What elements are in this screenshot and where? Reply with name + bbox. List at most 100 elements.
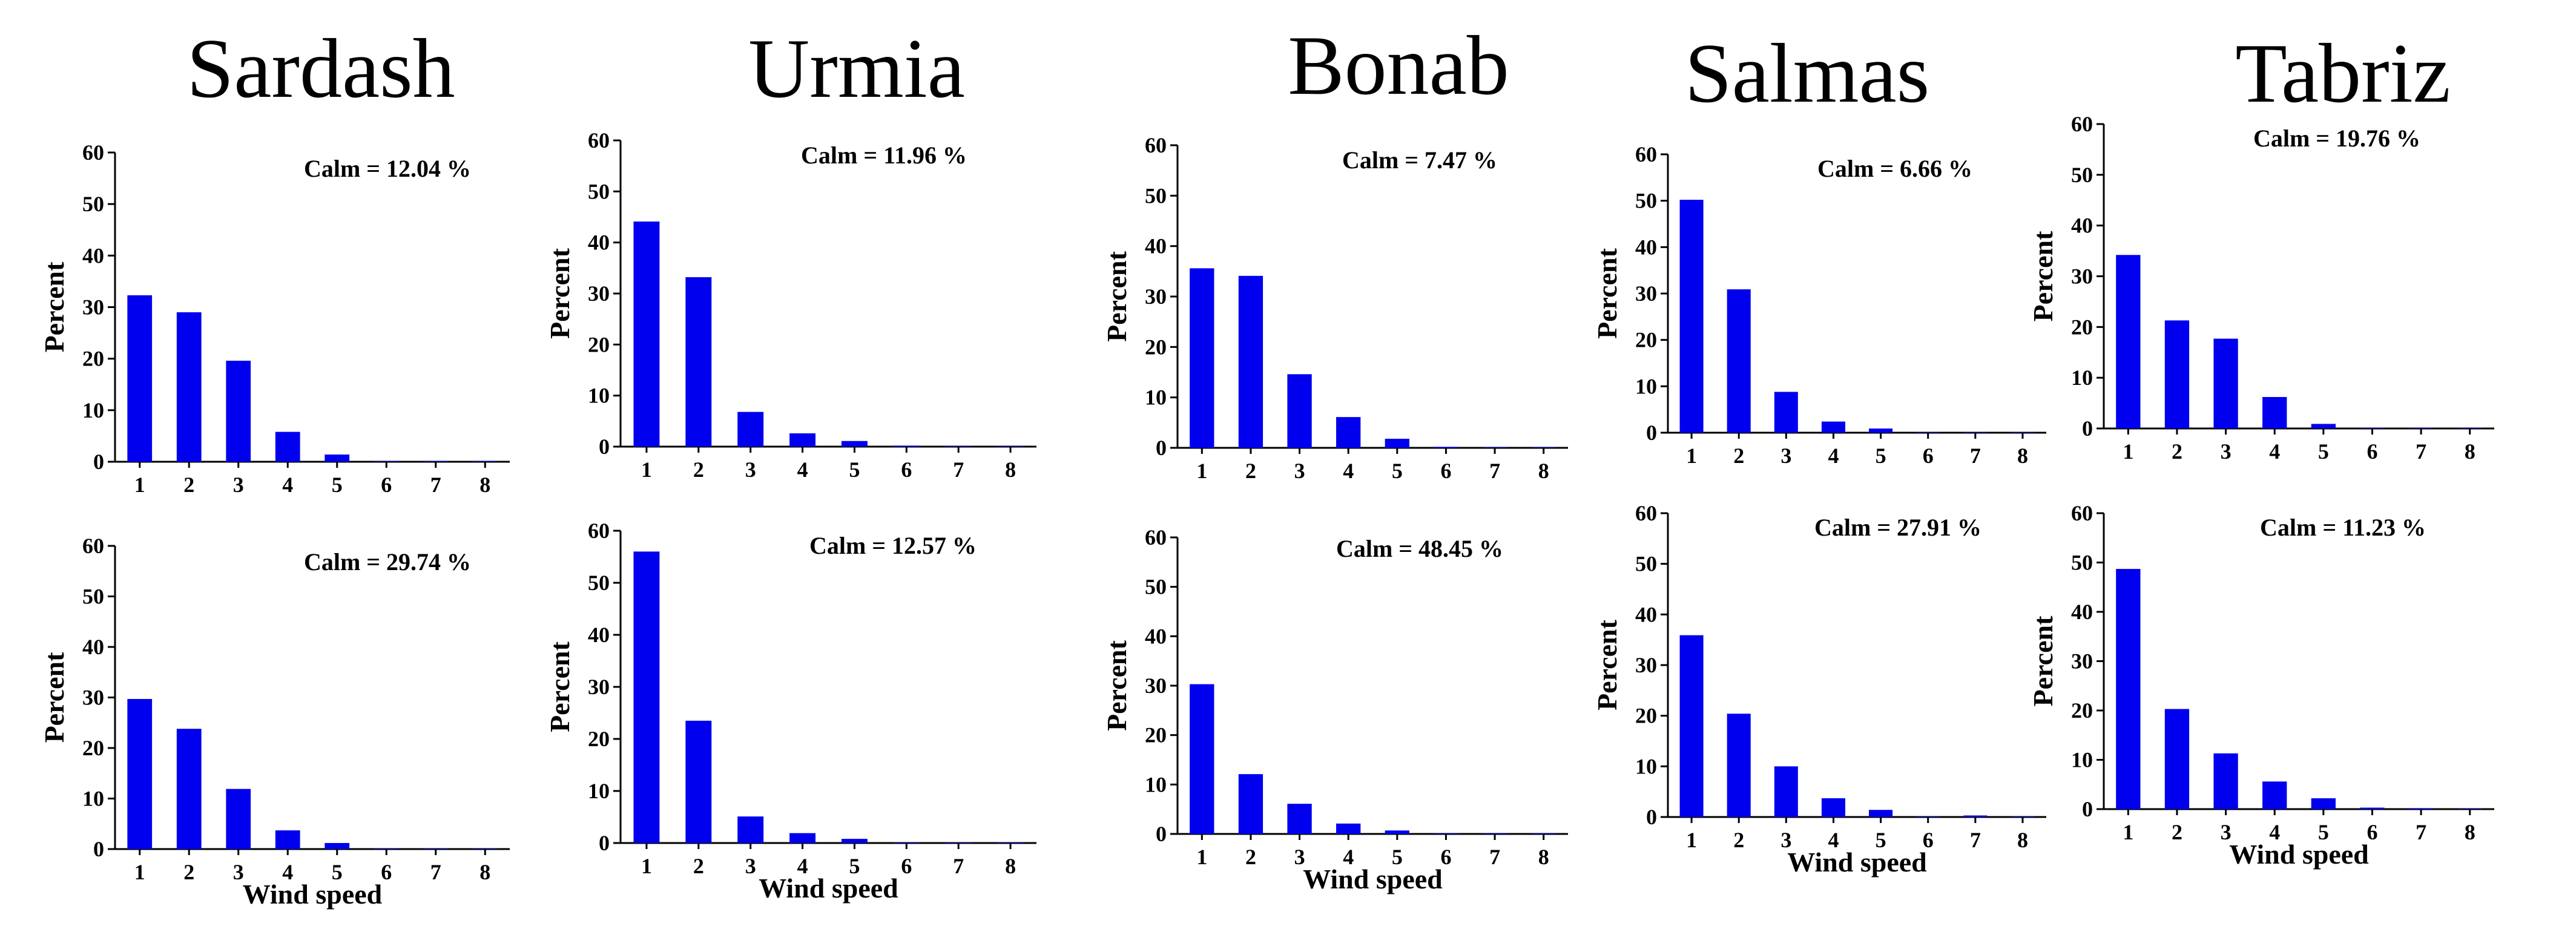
y-tick-label: 10 — [2071, 366, 2093, 390]
calm-annotation: Calm = 11.23 % — [2260, 514, 2426, 541]
bar-6 — [893, 842, 920, 843]
x-tick-label-1: 1 — [134, 860, 145, 884]
station-title-urmia: Urmia — [748, 22, 965, 116]
bar-7 — [423, 461, 449, 462]
station-titles: Sardash Urmia Bonab Salmas Tabriz — [186, 19, 2450, 120]
y-axis-label: Percent — [544, 248, 575, 339]
bar-8 — [472, 461, 498, 462]
y-tick-label: 0 — [2082, 416, 2093, 441]
x-tick-label-5: 5 — [2318, 439, 2329, 464]
calm-annotation: Calm = 48.45 % — [1336, 535, 1503, 562]
bar-2 — [1238, 774, 1263, 834]
bar-1 — [1679, 200, 1704, 433]
bar-5 — [1869, 810, 1893, 817]
x-tick-label-3: 3 — [233, 860, 244, 884]
x-tick-label-6: 6 — [1923, 828, 1934, 852]
x-tick-label-7: 7 — [1970, 828, 1981, 852]
x-tick-label-7: 7 — [1970, 444, 1981, 468]
x-axis-label: Wind speed — [1787, 847, 1927, 878]
y-axis-label: Percent — [544, 641, 575, 732]
y-tick-label: 20 — [2071, 315, 2093, 339]
calm-annotation: Calm = 27.91 % — [1814, 514, 1981, 541]
x-tick-label-3: 3 — [1780, 444, 1791, 468]
bar-1 — [1679, 635, 1704, 817]
bar-2 — [2164, 320, 2190, 428]
y-axis-label: Percent — [1592, 619, 1622, 710]
x-tick-label-7: 7 — [1489, 845, 1500, 869]
y-tick-label: 20 — [1635, 328, 1657, 352]
bar-3 — [226, 789, 251, 849]
bar-4 — [1821, 798, 1845, 817]
y-tick-label: 0 — [1646, 421, 1657, 445]
y-tick-label: 60 — [2071, 112, 2093, 136]
x-tick-label-5: 5 — [849, 458, 860, 482]
bar-4 — [789, 433, 816, 447]
chart-tabriz-top: 0 10 20 30 40 50 60 1 2 3 4 5 6 7 8 Percent Calm = 19.76… — [2028, 112, 2494, 464]
x-tick-label-5: 5 — [1392, 459, 1403, 483]
bar-3 — [1287, 804, 1312, 834]
bar-5 — [1385, 830, 1409, 834]
y-tick-label: 0 — [599, 435, 610, 459]
y-tick-label: 50 — [1635, 552, 1657, 576]
y-tick-label: 10 — [2071, 748, 2093, 772]
x-tick-label-6: 6 — [2367, 820, 2377, 844]
y-tick-label: 40 — [82, 635, 104, 659]
calm-annotation: Calm = 29.74 % — [304, 548, 471, 576]
x-tick-label-4: 4 — [797, 854, 808, 878]
bar-8 — [997, 446, 1024, 447]
chart-sardash-top: 0 10 20 30 40 50 60 1 2 3 4 5 6 7 8 Percent Calm = 12.04… — [39, 140, 510, 497]
x-tick-label-4: 4 — [1343, 459, 1354, 483]
y-axis-label: Percent — [2028, 615, 2058, 707]
bar-8 — [2011, 816, 2035, 817]
x-tick-label-8: 8 — [479, 473, 490, 497]
y-tick-label: 0 — [1156, 436, 1167, 460]
x-tick-label-4: 4 — [2269, 439, 2280, 464]
x-tick-label-8: 8 — [1538, 459, 1549, 483]
y-tick-label: 50 — [2071, 163, 2093, 187]
y-tick-label: 0 — [1646, 805, 1657, 829]
bar-4 — [2262, 781, 2287, 809]
y-axis-label: Percent — [1101, 251, 1132, 342]
bar-6 — [374, 461, 399, 462]
x-tick-label-2: 2 — [183, 473, 194, 497]
y-tick-label: 0 — [1156, 822, 1167, 846]
bar-2 — [1727, 714, 1751, 817]
bar-6 — [893, 445, 920, 447]
y-tick-label: 40 — [588, 231, 610, 255]
bar-4 — [2262, 397, 2287, 428]
x-tick-label-1: 1 — [1686, 444, 1697, 468]
calm-annotation: Calm = 12.57 % — [809, 532, 977, 559]
x-tick-label-7: 7 — [2416, 439, 2426, 464]
station-title-tabriz: Tabriz — [2235, 27, 2451, 120]
x-tick-label-4: 4 — [282, 860, 293, 884]
x-tick-label-1: 1 — [1196, 459, 1207, 483]
bar-6 — [1916, 432, 1940, 433]
y-axis-label: Percent — [1592, 248, 1622, 339]
bar-7 — [423, 848, 449, 849]
bar-6 — [1434, 833, 1458, 834]
x-tick-label-8: 8 — [1005, 854, 1016, 878]
y-tick-label: 30 — [2071, 649, 2093, 674]
y-tick-label: 10 — [1145, 385, 1167, 410]
bar-2 — [176, 729, 202, 849]
x-tick-label-3: 3 — [2221, 439, 2232, 464]
y-tick-label: 60 — [1145, 525, 1167, 550]
y-tick-label: 20 — [2071, 698, 2093, 723]
y-tick-label: 40 — [82, 243, 104, 267]
y-tick-label: 50 — [1145, 575, 1167, 599]
y-tick-label: 40 — [1635, 602, 1657, 626]
bar-7 — [1963, 432, 1988, 433]
x-tick-label-7: 7 — [1489, 459, 1500, 483]
bar-7 — [2408, 808, 2434, 809]
x-tick-label-5: 5 — [1392, 845, 1403, 869]
bar-4 — [1821, 421, 1845, 433]
bar-7 — [945, 842, 972, 843]
x-tick-label-8: 8 — [2465, 439, 2476, 464]
y-tick-label: 30 — [2071, 264, 2093, 289]
y-tick-label: 0 — [2082, 797, 2093, 821]
y-axis-label: Percent — [39, 261, 70, 353]
chart-urmia-bottom: 0 10 20 30 40 50 60 1 2 3 4 5 6 7 8 Percent Wind speed Ca… — [544, 519, 1036, 904]
x-tick-label-3: 3 — [745, 458, 756, 482]
x-tick-label-4: 4 — [1828, 444, 1839, 468]
